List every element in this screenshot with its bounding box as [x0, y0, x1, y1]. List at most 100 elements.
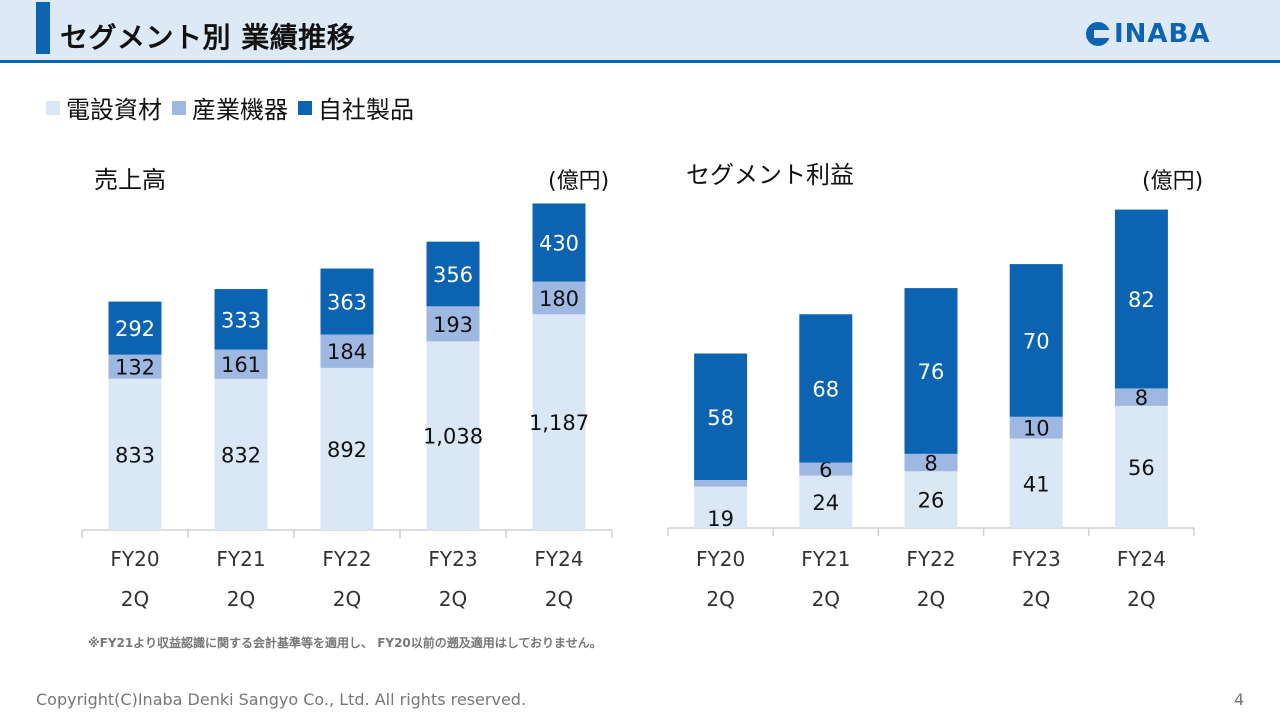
profit-category-label: 2Q [1127, 587, 1155, 611]
sales-bar-industrial [426, 306, 480, 342]
legend: 電設資材 産業機器 自社製品 [46, 90, 424, 125]
legend-item-own-products: 自社製品 [298, 90, 414, 125]
profit-bar-industrial [1114, 388, 1168, 406]
sales-category-label: FY23 [428, 547, 477, 571]
sales-data-label: 1,038 [423, 425, 483, 449]
profit-category-label: 2Q [1022, 587, 1050, 611]
sales-bar-industrial [320, 334, 374, 368]
legend-swatch [172, 100, 186, 115]
sales-bar-own-products [214, 289, 268, 350]
profit-data-label: 58 [707, 406, 734, 430]
copyright: Copyright(C)Inaba Denki Sangyo Co., Ltd.… [36, 690, 527, 709]
legend-swatch [46, 100, 60, 115]
sales-unit-label: (億円) [548, 169, 610, 194]
profit-category-label: 2Q [917, 587, 945, 611]
profit-data-label: 56 [1128, 456, 1155, 480]
profit-unit-label: (億円) [1142, 169, 1204, 194]
profit-category-label: FY23 [1012, 547, 1061, 571]
profit-data-label: 82 [1128, 288, 1155, 312]
profit-data-label: 24 [812, 491, 839, 515]
profit-data-label: 6 [819, 458, 832, 482]
sales-data-label: 356 [433, 263, 473, 287]
profit-category-label: FY22 [906, 547, 955, 571]
header-rule [0, 60, 1280, 63]
profit-bar-own-products [694, 353, 748, 481]
sales-category-label: 2Q [227, 587, 255, 611]
profit-data-label: 10 [1023, 417, 1050, 441]
sales-data-label: 193 [433, 313, 473, 337]
profit-bar-industrial [694, 480, 748, 487]
sales-data-label: 292 [115, 317, 155, 341]
sales-category-label: 2Q [545, 587, 573, 611]
legend-label: 電設資材 [66, 96, 162, 124]
sales-bar-own-products [320, 268, 374, 335]
sales-data-label: 892 [327, 438, 367, 462]
legend-swatch [298, 100, 312, 115]
sales-category-label: FY24 [534, 547, 583, 571]
sales-bar-electrical [108, 378, 162, 530]
profit-bar-electrical [904, 471, 958, 528]
sales-bar-electrical [532, 314, 586, 530]
profit-bar-own-products [1009, 264, 1063, 417]
profit-bar-industrial [799, 462, 853, 476]
profit-data-label: 68 [812, 377, 839, 401]
legend-label: 自社製品 [318, 96, 414, 124]
legend-item-electrical: 電設資材 [46, 90, 162, 125]
page-number: 4 [1234, 690, 1245, 709]
profit-bar-industrial [1009, 416, 1063, 439]
profit-bar-industrial [904, 453, 958, 472]
sales-data-label: 833 [115, 443, 155, 467]
sales-category-label: 2Q [333, 587, 361, 611]
sales-bar-industrial [108, 354, 162, 379]
profit-bar-electrical [1114, 405, 1168, 528]
profit-bar-electrical [799, 475, 853, 528]
legend-item-industrial: 産業機器 [172, 90, 288, 125]
logo-text: INABA [1114, 19, 1211, 49]
profit-data-label: 8 [924, 452, 937, 476]
profit-bar-own-products [1114, 209, 1168, 389]
profit-data-label: 76 [918, 360, 945, 384]
profit-data-label: 19 [707, 507, 734, 531]
profit-bar-electrical [1009, 438, 1063, 528]
profit-category-label: 2Q [812, 587, 840, 611]
profit-data-label: 70 [1023, 329, 1050, 353]
sales-bar-industrial [532, 281, 586, 315]
profit-bar-electrical [694, 486, 748, 528]
company-logo: INABA [1086, 18, 1211, 50]
sales-data-label: 132 [115, 356, 155, 380]
header-band [0, 0, 1280, 60]
footnote: ※FY21より収益認識に関する会計基準等を適用し、 FY20以前の遡及適用はして… [88, 636, 602, 650]
sales-bar-electrical [320, 367, 374, 530]
sales-bar-electrical [426, 341, 480, 530]
sales-bar-own-products [426, 241, 480, 307]
logo-mark-icon [1086, 22, 1116, 46]
sales-category-label: FY22 [322, 547, 371, 571]
profit-chart-title: セグメント利益 [686, 161, 854, 189]
sales-category-label: 2Q [439, 587, 467, 611]
sales-bar-own-products [108, 301, 162, 355]
sales-category-label: FY20 [110, 547, 159, 571]
sales-data-label: 180 [539, 287, 579, 311]
sales-data-label: 363 [327, 291, 367, 315]
sales-bar-own-products [532, 203, 586, 282]
sales-data-label: 832 [221, 443, 261, 467]
profit-category-label: FY20 [696, 547, 745, 571]
sales-category-label: FY21 [216, 547, 265, 571]
legend-label: 産業機器 [192, 96, 288, 124]
profit-data-label: 8 [1135, 386, 1148, 410]
sales-category-label: 2Q [121, 587, 149, 611]
profit-category-label: FY24 [1117, 547, 1166, 571]
profit-category-label: FY21 [801, 547, 850, 571]
profit-data-label: 41 [1023, 472, 1050, 496]
header-accent-bar [36, 2, 50, 54]
sales-data-label: 184 [327, 340, 367, 364]
sales-data-label: 1,187 [529, 411, 589, 435]
sales-bar-electrical [214, 378, 268, 530]
profit-category-label: 2Q [706, 587, 734, 611]
profit-bar-own-products [799, 314, 853, 463]
sales-data-label: 161 [221, 353, 261, 377]
sales-data-label: 430 [539, 232, 579, 256]
profit-data-label: 26 [918, 489, 945, 513]
sales-chart-title: 売上高 [94, 166, 166, 194]
